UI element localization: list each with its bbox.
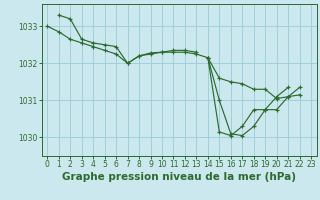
X-axis label: Graphe pression niveau de la mer (hPa): Graphe pression niveau de la mer (hPa) bbox=[62, 172, 296, 182]
